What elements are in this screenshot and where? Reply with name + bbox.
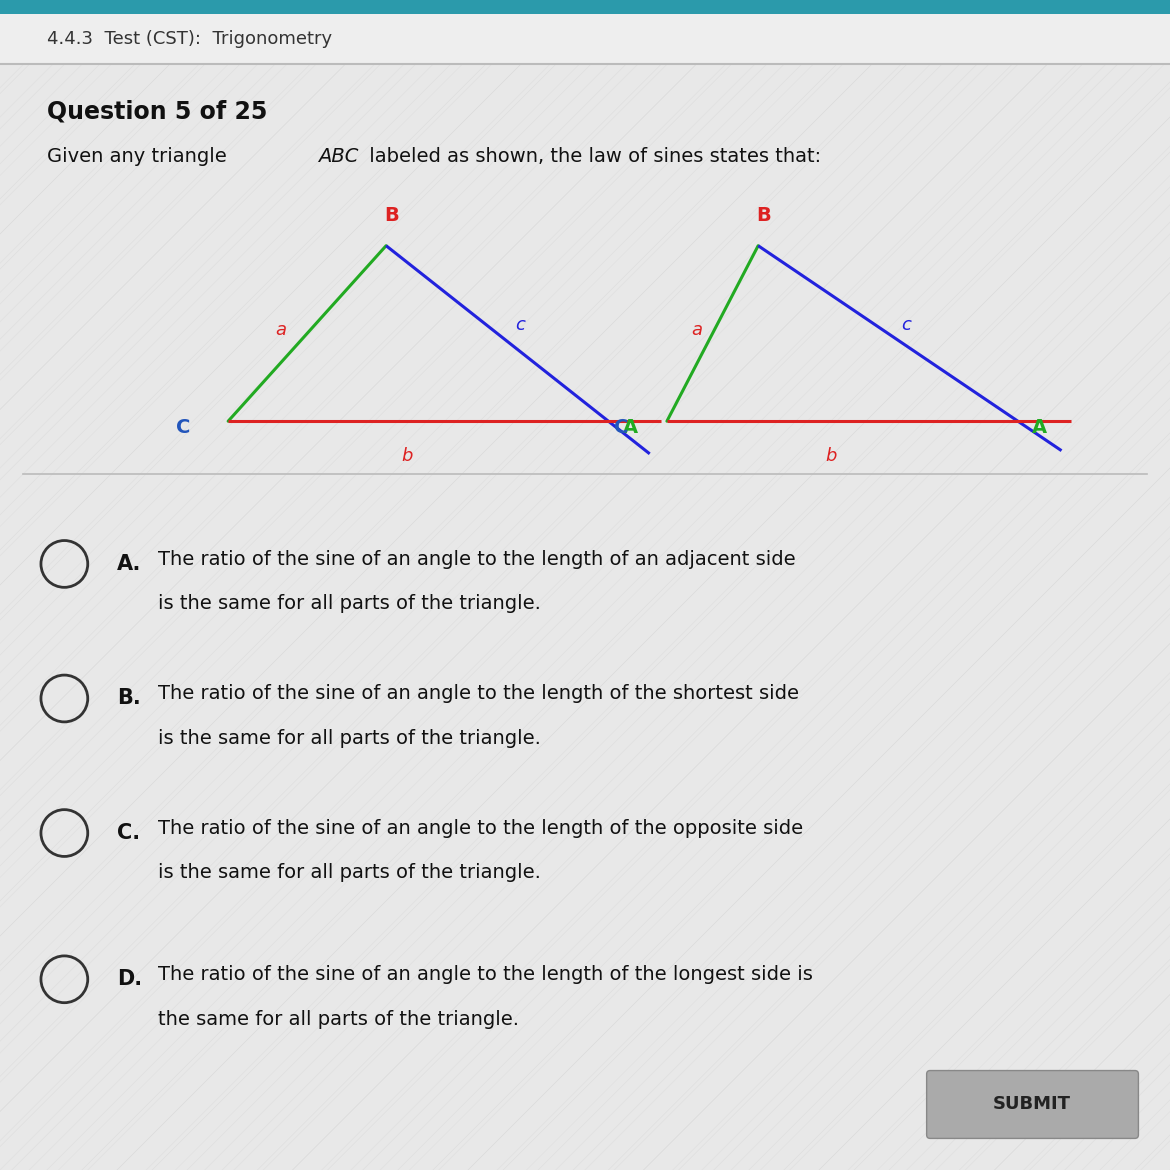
Text: c: c — [901, 316, 910, 335]
Text: c: c — [515, 316, 524, 335]
FancyBboxPatch shape — [0, 0, 1170, 64]
Text: B: B — [385, 206, 399, 225]
FancyBboxPatch shape — [927, 1071, 1138, 1138]
Text: SUBMIT: SUBMIT — [993, 1095, 1071, 1114]
Text: The ratio of the sine of an angle to the length of the longest side is: The ratio of the sine of an angle to the… — [158, 965, 813, 984]
Text: the same for all parts of the triangle.: the same for all parts of the triangle. — [158, 1010, 519, 1028]
Text: b: b — [825, 447, 837, 464]
Text: A.: A. — [117, 553, 142, 574]
Text: The ratio of the sine of an angle to the length of the shortest side: The ratio of the sine of an angle to the… — [158, 684, 799, 703]
Text: B: B — [757, 206, 771, 225]
Text: Question 5 of 25: Question 5 of 25 — [47, 99, 267, 123]
Text: A: A — [1032, 418, 1047, 436]
Text: The ratio of the sine of an angle to the length of the opposite side: The ratio of the sine of an angle to the… — [158, 819, 803, 838]
Text: ABC: ABC — [318, 147, 359, 166]
Text: A: A — [622, 418, 638, 436]
Text: C: C — [614, 418, 628, 436]
Text: is the same for all parts of the triangle.: is the same for all parts of the triangl… — [158, 729, 541, 748]
Text: D.: D. — [117, 969, 142, 990]
Text: Given any triangle: Given any triangle — [47, 147, 233, 166]
Text: is the same for all parts of the triangle.: is the same for all parts of the triangl… — [158, 594, 541, 613]
Text: labeled as shown, the law of sines states that:: labeled as shown, the law of sines state… — [363, 147, 821, 166]
Text: is the same for all parts of the triangle.: is the same for all parts of the triangl… — [158, 863, 541, 882]
Text: B.: B. — [117, 688, 140, 709]
Text: a: a — [691, 321, 702, 339]
Text: b: b — [401, 447, 413, 464]
Text: C: C — [176, 418, 190, 436]
Text: a: a — [276, 321, 287, 339]
Text: C.: C. — [117, 823, 140, 844]
Text: The ratio of the sine of an angle to the length of an adjacent side: The ratio of the sine of an angle to the… — [158, 550, 796, 569]
FancyBboxPatch shape — [0, 64, 1170, 1170]
Text: 4.4.3  Test (CST):  Trigonometry: 4.4.3 Test (CST): Trigonometry — [47, 29, 332, 48]
FancyBboxPatch shape — [0, 0, 1170, 14]
